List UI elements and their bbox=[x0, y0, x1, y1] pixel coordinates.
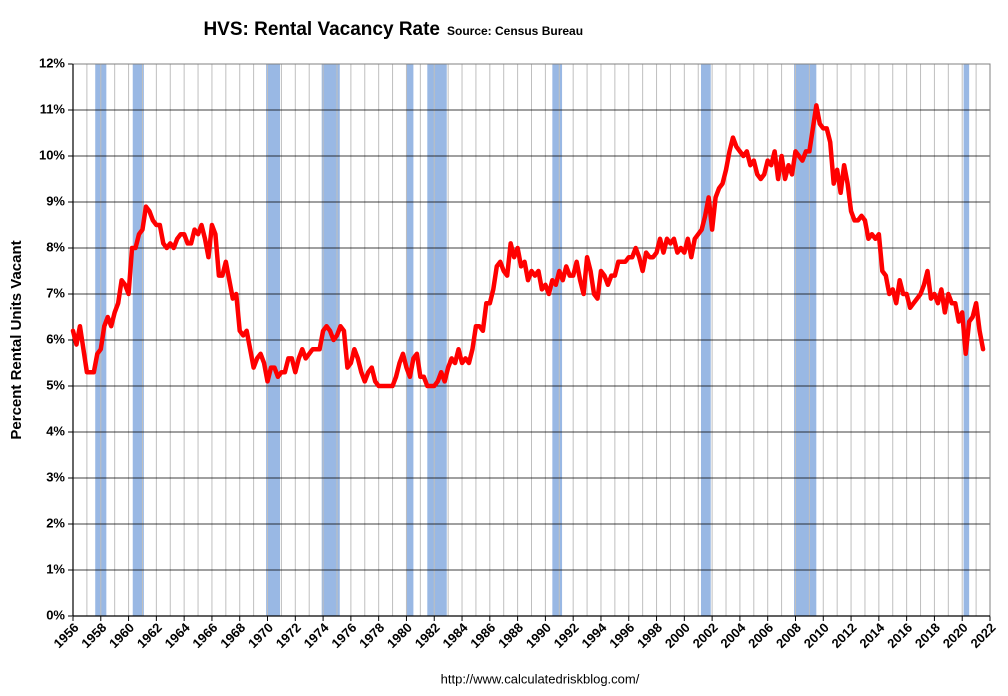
x-tick-label: 1996 bbox=[606, 620, 637, 651]
x-tick-label: 1976 bbox=[328, 620, 359, 651]
y-tick-label: 1% bbox=[46, 561, 65, 576]
x-tick-label: 1958 bbox=[78, 620, 109, 651]
x-tick-label: 1988 bbox=[495, 620, 526, 651]
y-tick-label: 11% bbox=[40, 101, 66, 116]
y-tick-label: 2% bbox=[46, 515, 65, 530]
y-tick-label: 7% bbox=[46, 285, 65, 300]
x-tick-label: 1968 bbox=[217, 620, 248, 651]
x-tick-label: 1970 bbox=[245, 620, 276, 651]
x-tick-label: 2012 bbox=[829, 620, 860, 651]
y-tick-label: 10% bbox=[39, 147, 65, 162]
x-tick-label: 2006 bbox=[745, 620, 776, 651]
x-tick-label: 2020 bbox=[940, 620, 971, 651]
y-tick-label: 5% bbox=[46, 377, 65, 392]
x-tick-label: 2010 bbox=[801, 620, 832, 651]
y-tick-label: 0% bbox=[46, 607, 65, 622]
x-tick-label: 1980 bbox=[384, 620, 415, 651]
x-tick-label: 1994 bbox=[578, 619, 610, 651]
x-tick-label: 1986 bbox=[467, 620, 498, 651]
x-tick-label: 2004 bbox=[717, 619, 749, 651]
y-tick-label: 4% bbox=[46, 423, 65, 438]
x-tick-label: 2002 bbox=[690, 620, 721, 651]
x-tick-label: 1964 bbox=[162, 619, 194, 651]
x-tick-label: 1956 bbox=[50, 620, 81, 651]
x-tick-label: 1960 bbox=[106, 620, 137, 651]
x-tick-label: 1962 bbox=[134, 620, 165, 651]
x-tick-label: 2014 bbox=[856, 619, 888, 651]
chart-title: HVS: Rental Vacancy Rate bbox=[203, 19, 440, 40]
x-tick-label: 1974 bbox=[301, 619, 333, 651]
y-tick-label: 8% bbox=[46, 239, 65, 254]
y-tick-label: 12% bbox=[39, 55, 65, 70]
y-tick-label: 3% bbox=[46, 469, 65, 484]
x-tick-label: 1972 bbox=[273, 620, 304, 651]
y-axis-label: Percent Rental Units Vacant bbox=[8, 240, 25, 439]
x-tick-label: 1998 bbox=[634, 620, 665, 651]
x-tick-label: 2018 bbox=[912, 620, 943, 651]
x-tick-label: 1984 bbox=[440, 619, 472, 651]
x-tick-label: 1982 bbox=[412, 620, 443, 651]
x-tick-label: 2016 bbox=[884, 620, 915, 651]
x-tick-label: 1990 bbox=[523, 620, 554, 651]
x-tick-label: 1992 bbox=[551, 620, 582, 651]
x-tick-label: 2022 bbox=[967, 620, 998, 651]
footer: http://www.calculatedriskblog.com/ bbox=[441, 671, 640, 686]
x-tick-label: 2000 bbox=[662, 620, 693, 651]
chart-subtitle: Source: Census Bureau bbox=[447, 24, 583, 38]
x-tick-label: 1966 bbox=[189, 620, 220, 651]
y-tick-label: 6% bbox=[46, 331, 65, 346]
x-tick-label: 1978 bbox=[356, 620, 387, 651]
data-line bbox=[70, 103, 986, 389]
y-tick-label: 9% bbox=[46, 193, 65, 208]
x-tick-label: 2008 bbox=[773, 620, 804, 651]
